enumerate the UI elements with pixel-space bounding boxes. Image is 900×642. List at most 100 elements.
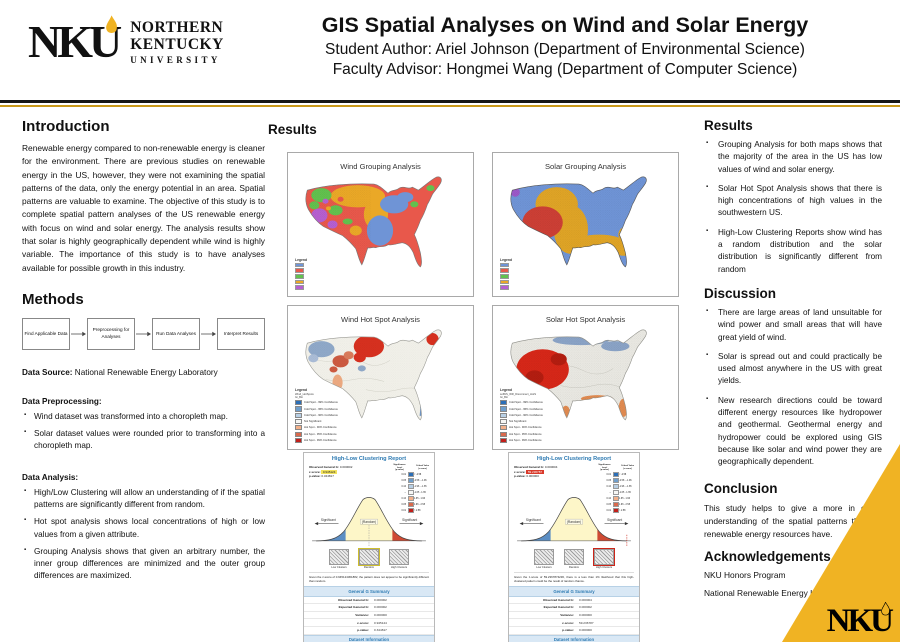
- header-divider-gold: [0, 105, 900, 107]
- clustering-report-wind: High-Low Clustering Report Observed Gene…: [303, 452, 435, 642]
- results-bullet: Grouping Analysis for both maps shows th…: [704, 139, 882, 176]
- preprocessing-bullet: Solar dataset values were rounded prior …: [22, 428, 265, 453]
- dataset-band: Dataset Information: [509, 634, 639, 642]
- significance-table: Significance Level (p-value) Critical Val…: [393, 464, 430, 514]
- legend-swatch: [500, 425, 507, 431]
- center-results-heading: Results: [268, 122, 317, 137]
- map-legend: Legend solWS_WR_Disconnect_HotS Gi_Bin C…: [500, 388, 543, 443]
- advisor-line: Faculty Advisor: Hongmei Wang (Departmen…: [332, 61, 798, 79]
- thumb-low-clusters: [534, 549, 554, 565]
- bell-curve: Significant Significant (Random): [312, 497, 426, 547]
- legend-field-name: Gi_Bin: [295, 396, 304, 400]
- map-legend: Legend: [295, 258, 307, 290]
- legend-swatch: [295, 406, 302, 412]
- discussion-heading: Discussion: [704, 285, 777, 301]
- svg-text:(Random): (Random): [362, 520, 376, 524]
- footer-nku-logo: NKU: [827, 602, 894, 638]
- cluster-thumbnails: Low Clusters Random High Clusters: [509, 548, 639, 569]
- legend-swatch: [295, 425, 302, 431]
- svg-text:(Random): (Random): [567, 520, 581, 524]
- summary-band: General G Summary: [304, 586, 434, 597]
- thumb-random: [358, 548, 380, 566]
- clustering-report-solar: High-Low Clustering Report Observed Gene…: [508, 452, 640, 642]
- report-stats: Observed General G: 0.000004 z-score: 59…: [514, 465, 558, 479]
- thumb-low-clusters: [329, 549, 349, 565]
- legend-swatch: [295, 262, 304, 268]
- nku-acronym: NKU: [28, 15, 122, 67]
- author-line: Student Author: Ariel Johnson (Departmen…: [325, 40, 805, 58]
- thumb-high-clusters: [389, 549, 409, 565]
- legend-swatch: [500, 274, 509, 279]
- flow-step-3: Run Data Analyses: [152, 317, 200, 350]
- ack-line: NKU Honors Program: [704, 570, 786, 581]
- map-panel-wind-hotspot: Wind Hot Spot Analysis: [287, 305, 474, 450]
- z-score-value: 59.236787: [526, 469, 544, 474]
- university-name-line3: UNIVERSITY: [130, 55, 221, 66]
- flow-step-4: Interpret Results: [217, 317, 265, 350]
- svg-text:Significant: Significant: [607, 518, 622, 522]
- discussion-bullet: There are large areas of land unsuitable…: [704, 307, 882, 344]
- university-name: NORTHERN KENTUCKY UNIVERSITY: [130, 18, 224, 65]
- legend-layer-name: solWS_WR_Disconnect_HotS: [500, 393, 536, 397]
- bell-curve: Significant Significant (Random): [517, 497, 631, 547]
- ack-line: National Renewable Energy Laboratory: [704, 588, 851, 599]
- legend-swatch: [295, 412, 302, 418]
- arrow-right-icon: [201, 331, 216, 337]
- legend-swatch: [500, 418, 507, 425]
- legend-layer-name: Wind_HotSpots: [295, 393, 314, 397]
- arrow-right-icon: [71, 331, 86, 337]
- preprocessing-bullet: Wind dataset was transformed into a chor…: [22, 411, 265, 423]
- legend-swatch: [500, 285, 509, 290]
- conclusion-heading: Conclusion: [704, 480, 778, 496]
- legend-swatch: [500, 268, 509, 273]
- wind-hotspot-map: [304, 329, 442, 421]
- discussion-bullet: Solar is spread out and could practicall…: [704, 351, 882, 388]
- conclusion-text: This study helps to give a more in depth…: [704, 502, 882, 540]
- legend-swatch: [500, 437, 507, 443]
- university-name-line1: NORTHERN: [130, 19, 224, 36]
- dataset-band: Dataset Information: [304, 634, 434, 642]
- svg-text:Significant: Significant: [402, 518, 417, 522]
- z-score-value: 0.945124: [321, 469, 337, 474]
- results-bullet: High-Low Clustering Reports show wind ha…: [704, 227, 882, 276]
- university-name-line2: KENTUCKY: [130, 35, 224, 53]
- legend-swatch: [500, 400, 507, 406]
- thumb-high-clusters: [593, 548, 615, 566]
- results-bullet: Solar Hot Spot Analysis shows that there…: [704, 183, 882, 220]
- arrow-right-icon: [136, 331, 151, 337]
- header-titles: GIS Spatial Analyses on Wind and Solar E…: [245, 12, 885, 81]
- legend-swatch: [295, 418, 302, 425]
- nku-logo-mark: NKU: [28, 15, 122, 67]
- legend-swatch: [500, 431, 507, 437]
- analysis-bullet: Grouping Analysis shows that given an ar…: [22, 546, 265, 583]
- flow-step-2: Preprocessing for Analyses: [87, 317, 135, 350]
- analysis-bullet: High/Low Clustering will allow an unders…: [22, 487, 265, 512]
- thumb-random: [564, 549, 584, 565]
- discussion-bullet: New research directions could be toward …: [704, 395, 882, 469]
- flame-icon: [881, 602, 890, 616]
- solar-grouping-map: [509, 176, 647, 268]
- legend-swatch: [295, 431, 302, 437]
- solar-hotspot-map: [509, 329, 647, 421]
- map-title: Wind Hot Spot Analysis: [341, 315, 420, 324]
- right-results-heading: Results: [704, 118, 753, 133]
- report-caption: Given the z-score of 0.945124361882, the…: [309, 572, 429, 583]
- left-column: Introduction Renewable energy compared t…: [22, 118, 265, 588]
- analysis-label: Data Analysis:: [22, 472, 79, 482]
- legend-swatch: [295, 285, 304, 290]
- report-stats: Observed General G: 0.000002 z-score: 0.…: [309, 465, 353, 479]
- map-panel-wind-grouping: Wind Grouping Analysis: [287, 152, 474, 297]
- legend-field-name: Gi_Bin: [500, 396, 509, 400]
- poster-title: GIS Spatial Analyses on Wind and Solar E…: [321, 13, 809, 37]
- methods-flowchart: Find Applicable Data Preprocessing for A…: [22, 317, 265, 350]
- right-column: Results Grouping Analysis for both maps …: [704, 118, 882, 598]
- legend-swatch: [500, 412, 507, 418]
- header-divider-black: [0, 100, 900, 103]
- ack-heading: Acknowledgements: [704, 549, 831, 565]
- svg-text:Significant: Significant: [526, 518, 541, 522]
- map-title: Solar Grouping Analysis: [544, 162, 627, 171]
- intro-text: Renewable energy compared to non-renewab…: [22, 143, 265, 273]
- legend-swatch: [295, 268, 304, 273]
- flame-icon: [106, 15, 118, 33]
